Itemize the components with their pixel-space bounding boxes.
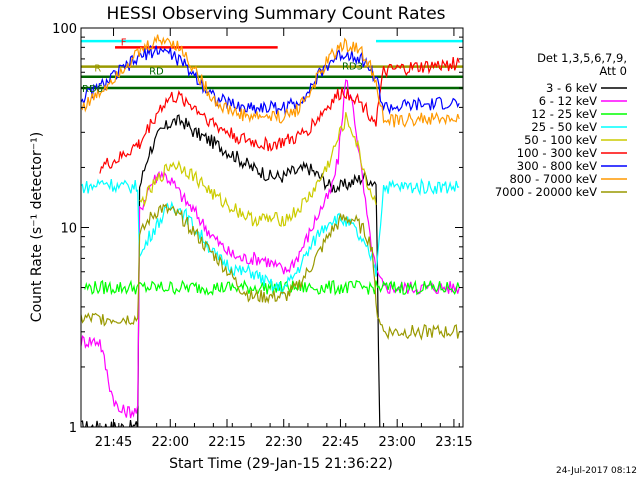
- series-line-7: [81, 34, 460, 128]
- y-axis: 1 10 100: [52, 22, 463, 436]
- annotation-1: R: [94, 64, 101, 75]
- series-line-4: [139, 112, 377, 228]
- legend-label-8: 7000 - 20000 keV: [495, 185, 597, 199]
- x-axis-label: Start Time (29-Jan-15 21:36:22): [169, 456, 393, 472]
- series-lines: [81, 34, 460, 427]
- x-tick-label-0: 21:45: [95, 435, 132, 450]
- y-axis-label: Count Rate (s⁻¹ detector⁻¹): [29, 132, 45, 322]
- x-tick-label-2: 22:15: [208, 435, 245, 450]
- x-tick-label-1: 22:00: [152, 435, 189, 450]
- series-line-1: [81, 79, 460, 419]
- footer-date: 24-Jul-2017 08:12: [556, 466, 637, 476]
- y-tick-label-0: 1: [69, 421, 77, 436]
- x-axis: 21:45 22:00 22:15 22:30 22:45 23:00 23:15: [80, 28, 473, 450]
- series-line-0: [81, 114, 381, 427]
- annotation-2: RD: [149, 67, 164, 78]
- legend-header-0: Det 1,3,5,6,7,9,: [537, 51, 627, 65]
- annotation-3: RD6: [82, 84, 103, 95]
- annotation-0: F: [121, 37, 127, 48]
- x-tick-label-4: 22:45: [322, 435, 359, 450]
- legend-label-0: 3 - 6 keV: [546, 81, 597, 95]
- legend-label-2: 12 - 25 keV: [531, 107, 597, 121]
- legend-label-5: 100 - 300 keV: [517, 146, 597, 160]
- series-line-3: [81, 177, 460, 296]
- legend-label-1: 6 - 12 keV: [539, 94, 597, 108]
- series-line-6: [81, 45, 460, 116]
- flag-lines: [81, 39, 463, 90]
- y-tick-label-2: 100: [52, 22, 77, 37]
- y-tick-label-1: 10: [60, 222, 77, 237]
- legend-label-6: 300 - 800 keV: [517, 159, 597, 173]
- chart-title: HESSI Observing Summary Count Rates: [106, 4, 445, 24]
- x-tick-label-5: 23:00: [378, 435, 415, 450]
- x-tick-label-3: 22:30: [265, 435, 302, 450]
- series-line-8: [81, 203, 460, 341]
- annotation-4: RD3: [342, 62, 363, 73]
- legend-label-3: 25 - 50 keV: [531, 120, 597, 134]
- legend-label-7: 800 - 7000 keV: [509, 172, 597, 186]
- series-line-5: [99, 57, 460, 174]
- x-tick-label-6: 23:15: [435, 435, 472, 450]
- legend-header-1: Att 0: [599, 64, 627, 78]
- annotations: F R RD RD6 RD3: [82, 37, 363, 95]
- legend-label-4: 50 - 100 keV: [524, 133, 597, 147]
